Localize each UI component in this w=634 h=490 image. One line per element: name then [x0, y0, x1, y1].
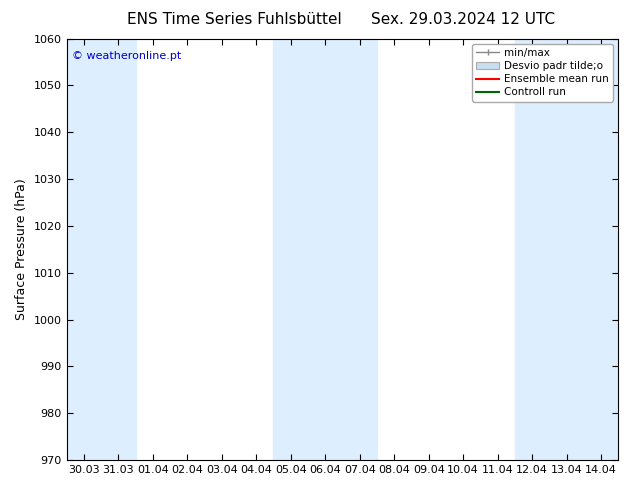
Text: Sex. 29.03.2024 12 UTC: Sex. 29.03.2024 12 UTC — [371, 12, 555, 27]
Legend: min/max, Desvio padr tilde;o, Ensemble mean run, Controll run: min/max, Desvio padr tilde;o, Ensemble m… — [472, 44, 613, 101]
Bar — [273, 39, 377, 460]
Bar — [67, 39, 136, 460]
Y-axis label: Surface Pressure (hPa): Surface Pressure (hPa) — [15, 178, 28, 320]
Text: © weatheronline.pt: © weatheronline.pt — [72, 51, 181, 61]
Bar — [515, 39, 618, 460]
Text: ENS Time Series Fuhlsbüttel: ENS Time Series Fuhlsbüttel — [127, 12, 342, 27]
